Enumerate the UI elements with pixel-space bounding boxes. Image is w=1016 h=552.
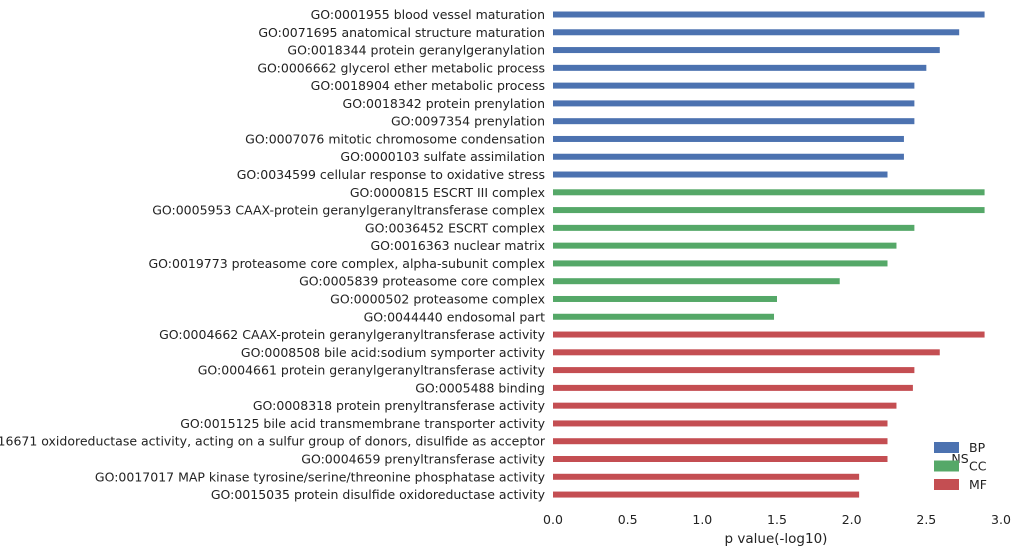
category-label-8: GO:0000103 sulfate assimilation bbox=[340, 149, 545, 164]
x-axis-label: p value(-log10) bbox=[725, 531, 828, 547]
bar-bp-0 bbox=[553, 11, 985, 18]
bars-layer bbox=[553, 11, 985, 498]
bar-bp-7 bbox=[553, 135, 904, 142]
category-label-9: GO:0034599 cellular response to oxidativ… bbox=[237, 167, 545, 182]
bar-bp-4 bbox=[553, 82, 915, 89]
bar-mf-22 bbox=[553, 402, 897, 409]
category-label-4: GO:0018904 ether metabolic process bbox=[311, 78, 545, 93]
category-label-26: GO:0017017 MAP kinase tyrosine/serine/th… bbox=[95, 469, 546, 484]
category-label-24: GO:0016671 oxidoreductase activity, acti… bbox=[0, 434, 546, 449]
category-label-0: GO:0001955 blood vessel maturation bbox=[311, 7, 545, 22]
category-label-13: GO:0016363 nuclear matrix bbox=[370, 238, 545, 253]
category-label-12: GO:0036452 ESCRT complex bbox=[365, 220, 545, 235]
bar-cc-11 bbox=[553, 207, 985, 214]
category-label-21: GO:0005488 binding bbox=[415, 380, 545, 395]
bar-mf-27 bbox=[553, 491, 860, 498]
x-tick-label-1: 0.5 bbox=[618, 512, 638, 527]
category-label-10: GO:0000815 ESCRT III complex bbox=[350, 185, 545, 200]
category-label-15: GO:0005839 proteasome core complex bbox=[299, 274, 545, 289]
bar-cc-14 bbox=[553, 260, 888, 267]
legend-label-mf: MF bbox=[969, 477, 987, 492]
bar-mf-24 bbox=[553, 438, 888, 445]
category-label-7: GO:0007076 mitotic chromosome condensati… bbox=[245, 131, 545, 146]
category-label-6: GO:0097354 prenylation bbox=[391, 114, 545, 129]
bar-cc-12 bbox=[553, 224, 915, 231]
bar-cc-16 bbox=[553, 295, 777, 302]
bar-mf-25 bbox=[553, 456, 888, 462]
category-label-5: GO:0018342 protein prenylation bbox=[343, 96, 545, 111]
legend-label-cc: CC bbox=[969, 459, 987, 474]
bar-bp-5 bbox=[553, 100, 915, 107]
category-label-18: GO:0004662 CAAX-protein geranylgeranyltr… bbox=[159, 327, 546, 342]
bar-mf-19 bbox=[553, 349, 940, 356]
bar-bp-8 bbox=[553, 153, 904, 160]
bar-bp-3 bbox=[553, 64, 927, 71]
x-tick-label-6: 3.0 bbox=[991, 512, 1011, 527]
legend-label-bp: BP bbox=[969, 440, 986, 455]
legend-swatch-bp bbox=[934, 442, 959, 453]
bar-bp-2 bbox=[553, 47, 940, 54]
bar-mf-21 bbox=[553, 384, 913, 391]
bar-cc-17 bbox=[553, 313, 775, 320]
x-tick-label-4: 2.0 bbox=[842, 512, 862, 527]
category-label-22: GO:0008318 protein prenyltransferase act… bbox=[253, 398, 546, 413]
bar-bp-9 bbox=[553, 171, 888, 178]
x-tick-label-0: 0.0 bbox=[543, 512, 563, 527]
category-label-2: GO:0018344 protein geranylgeranylation bbox=[287, 43, 545, 58]
category-label-17: GO:0044440 endosomal part bbox=[364, 309, 546, 324]
category-label-19: GO:0008508 bile acid:sodium symporter ac… bbox=[241, 345, 546, 360]
legend-swatch-cc bbox=[934, 460, 959, 472]
category-label-20: GO:0004661 protein geranylgeranyltransfe… bbox=[198, 363, 546, 378]
category-label-11: GO:0005953 CAAX-protein geranylgeranyltr… bbox=[152, 203, 545, 218]
category-label-3: GO:0006662 glycerol ether metabolic proc… bbox=[257, 60, 545, 75]
bar-mf-23 bbox=[553, 420, 888, 427]
bar-mf-18 bbox=[553, 331, 985, 338]
x-tick-label-3: 1.5 bbox=[767, 512, 787, 527]
category-label-14: GO:0019773 proteasome core complex, alph… bbox=[148, 256, 545, 271]
category-label-23: GO:0015125 bile acid transmembrane trans… bbox=[180, 416, 545, 431]
x-axis: p value(-log10) 0.0 0.5 1.0 1.5 2.0 2.5 3.0 bbox=[543, 512, 1011, 547]
bar-bp-1 bbox=[553, 29, 960, 36]
category-label-25: GO:0004659 prenyltransferase activity bbox=[301, 452, 545, 467]
bar-mf-20 bbox=[553, 367, 915, 374]
bar-cc-13 bbox=[553, 242, 897, 249]
category-labels: GO:0001955 blood vessel maturation GO:007… bbox=[0, 7, 546, 502]
category-label-27: GO:0015035 protein disulfide oxidoreduct… bbox=[211, 487, 546, 502]
bar-bp-6 bbox=[553, 118, 915, 125]
category-label-16: GO:0000502 proteasome complex bbox=[330, 291, 545, 306]
bar-cc-15 bbox=[553, 278, 840, 285]
legend-swatch-mf bbox=[934, 479, 959, 490]
bar-mf-26 bbox=[553, 473, 860, 480]
x-tick-label-5: 2.5 bbox=[916, 512, 936, 527]
x-tick-label-2: 1.0 bbox=[692, 512, 712, 527]
category-label-1: GO:0071695 anatomical structure maturati… bbox=[258, 25, 545, 40]
bar-cc-10 bbox=[553, 189, 985, 196]
